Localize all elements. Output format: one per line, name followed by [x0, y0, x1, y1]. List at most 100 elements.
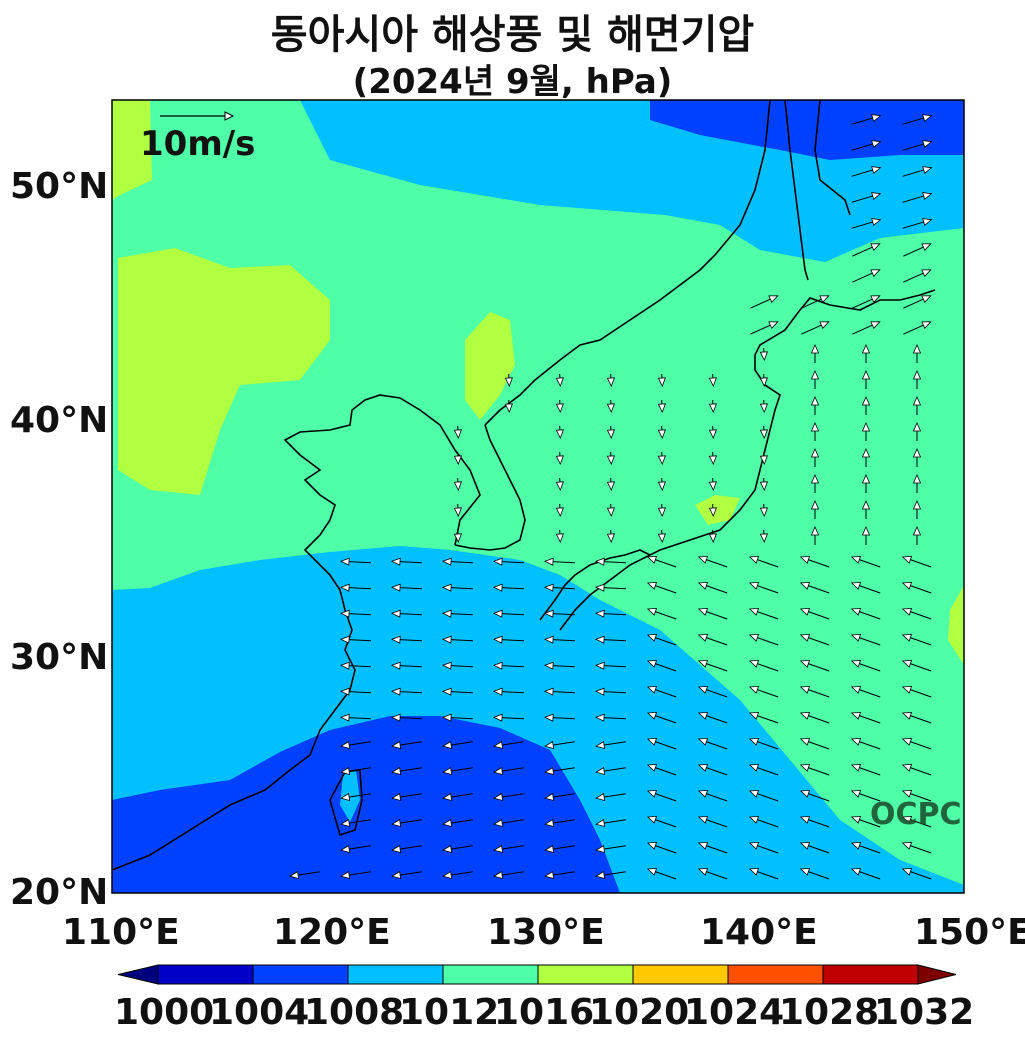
wind-vector-head [391, 844, 402, 854]
wind-vector-head [555, 507, 564, 517]
wind-vector-head [441, 583, 452, 592]
lat-tick-50: 50°N [10, 166, 109, 207]
wind-vector-head [657, 377, 666, 387]
wind-vector-head [850, 789, 862, 798]
wind-vector-head [850, 711, 862, 720]
wind-vector-head [697, 737, 709, 746]
wind-vector-head [493, 870, 504, 880]
wind-vector-head [606, 403, 615, 413]
wind-vector-head [901, 555, 913, 564]
wind-vector-head [748, 867, 760, 876]
wind-vector-head [390, 687, 401, 696]
wind-vector-head [861, 448, 871, 458]
wind-vector-head [606, 481, 615, 491]
wind-vector-head [555, 429, 564, 439]
wind-vector-head [595, 844, 606, 854]
map-subtitle: (2024년 9월, hPa) [352, 62, 673, 102]
wind-vector-head [606, 507, 615, 517]
wind-vector-head [850, 867, 862, 876]
wind-vector-head [555, 533, 564, 543]
wind-vector-head [697, 711, 709, 720]
wind-vector-head [646, 633, 658, 642]
lon-tick-120: 120°E [273, 912, 391, 953]
wind-vector-head [555, 481, 564, 491]
ocpc-watermark: OCPC [870, 797, 962, 832]
wind-vector-head [799, 685, 811, 694]
wind-vector-head [759, 455, 768, 465]
wind-vector-head [289, 870, 300, 880]
wind-vector-head [799, 763, 811, 772]
wind-vector-head [912, 500, 922, 510]
wind-vector-head [697, 659, 709, 668]
wind-vector-head [441, 609, 452, 618]
wind-vector-head [453, 481, 462, 491]
wind-vector-head [708, 481, 717, 491]
wind-vector-head [759, 533, 768, 543]
wind-vector-head [657, 455, 666, 465]
wind-vector-head [748, 841, 760, 850]
wind-vector-head [850, 841, 862, 850]
wind-vector-head [708, 403, 717, 413]
wind-vector-head [871, 192, 882, 200]
wind-vector-head [912, 370, 922, 380]
wind-vector-head [799, 789, 811, 798]
wind-vector-head [799, 737, 811, 746]
colorbar-label-1024: 1024 [684, 992, 785, 1033]
wind-vector-head [861, 370, 871, 380]
colorbar-segment [347, 964, 444, 985]
colorbar-segment [727, 964, 824, 985]
wind-vector-head [901, 841, 913, 850]
wind-vector-head [441, 687, 452, 696]
colorbar-label-1032: 1032 [874, 992, 975, 1033]
wind-vector-head [453, 533, 462, 543]
wind-vector-head [453, 429, 462, 439]
wind-vector-head [870, 295, 881, 304]
wind-vector-head [391, 740, 402, 750]
colorbar-label-1000: 1000 [114, 992, 215, 1033]
wind-vector-head [646, 815, 658, 824]
wind-vector-head [453, 455, 462, 465]
wind-vector-head [850, 607, 862, 616]
pressure-band-taiwan [340, 770, 360, 822]
wind-vector-head [697, 763, 709, 772]
wind-vector-head [748, 685, 760, 694]
wind-vector-head [922, 140, 933, 148]
pressure-band-1016-1020-mongolia [118, 248, 330, 495]
wind-vector-head [453, 507, 462, 517]
wind-vector-head [544, 792, 555, 802]
korea-russia-coastline [484, 100, 771, 426]
wind-vector-head [492, 557, 503, 566]
wind-vector-head [759, 429, 768, 439]
wind-vector-head [340, 792, 351, 802]
wind-vector-head [606, 455, 615, 465]
colorbar-label-1028: 1028 [779, 992, 880, 1033]
wind-vector-head [543, 661, 554, 670]
wind-vector-head [657, 533, 666, 543]
wind-vector-head [442, 740, 453, 750]
wind-vector-head [870, 243, 881, 252]
wind-vector-head [340, 766, 351, 776]
wind-vector-head [708, 429, 717, 439]
wind-vector-head [339, 583, 350, 592]
wind-vector-head [555, 455, 564, 465]
wind-vector-head [708, 455, 717, 465]
sakhalin-west [784, 100, 809, 281]
wind-vector-head [799, 607, 811, 616]
wind-vector-head [799, 659, 811, 668]
wind-vector-head [870, 321, 881, 330]
wind-vector-head [390, 557, 401, 566]
wind-vector-head [492, 713, 503, 722]
wind-vector-head [543, 713, 554, 722]
wind-vector-head [697, 789, 709, 798]
colorbar-extend-low [117, 964, 159, 985]
wind-vector-head [493, 740, 504, 750]
wind-vector-head [340, 818, 351, 828]
lon-tick-150: 150°E [914, 912, 1025, 953]
wind-vector-head [340, 740, 351, 750]
wind-vector-head [504, 403, 513, 413]
wind-vector-head [657, 403, 666, 413]
colorbar-segment [537, 964, 634, 985]
wind-vector-head [646, 867, 658, 876]
wind-reference-label: 10m/s [140, 124, 255, 164]
wind-vector-head [697, 633, 709, 642]
